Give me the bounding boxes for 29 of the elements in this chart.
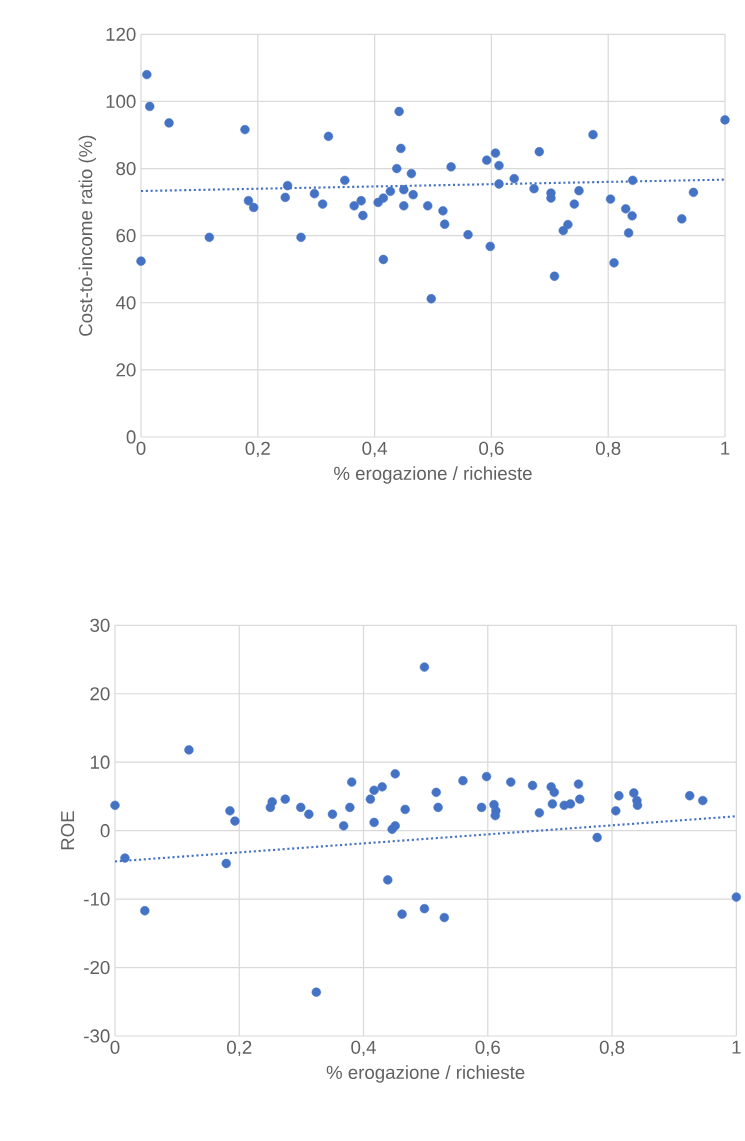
y-tick-label: 80 <box>116 161 136 176</box>
x-tick-label: 1 <box>732 1040 741 1054</box>
y-tick-label: 0 <box>126 430 136 444</box>
y-axis-title: ROE <box>60 811 75 850</box>
x-tick-label: 0,2 <box>245 441 270 458</box>
x-tick-label: 0,8 <box>595 441 621 458</box>
x-tick-label: 1 <box>721 441 730 455</box>
y-tick-label: 100 <box>106 94 136 109</box>
y-tick-label: 60 <box>116 229 136 243</box>
x-tick-label: 0,2 <box>227 1040 252 1057</box>
x-tick-label: 0,4 <box>351 1040 376 1057</box>
x-tick-label: 0 <box>136 441 146 455</box>
y-tick-label: 40 <box>115 296 136 310</box>
y-tick-label: 20 <box>90 687 110 701</box>
x-tick-label: 0,6 <box>479 441 504 458</box>
x-tick-label: 0,6 <box>475 1040 500 1057</box>
y-tick-label: -30 <box>84 1029 110 1043</box>
y-tick-label: -20 <box>84 960 110 975</box>
y-tick-label: 30 <box>90 618 110 632</box>
x-tick-label: 0,4 <box>362 441 388 458</box>
y-tick-label: 120 <box>106 27 136 41</box>
x-tick-label: 0,8 <box>599 1040 625 1057</box>
y-tick-label: 0 <box>100 824 110 838</box>
y-tick-label: -10 <box>84 892 110 906</box>
y-tick-label: 10 <box>90 755 110 769</box>
x-axis-title: % erogazione / richieste <box>326 1065 525 1083</box>
y-tick-label: 20 <box>116 363 136 377</box>
y-axis-title: Cost-to-income ratio (%) <box>78 135 96 336</box>
x-axis-title: % erogazione / richieste <box>334 466 532 484</box>
